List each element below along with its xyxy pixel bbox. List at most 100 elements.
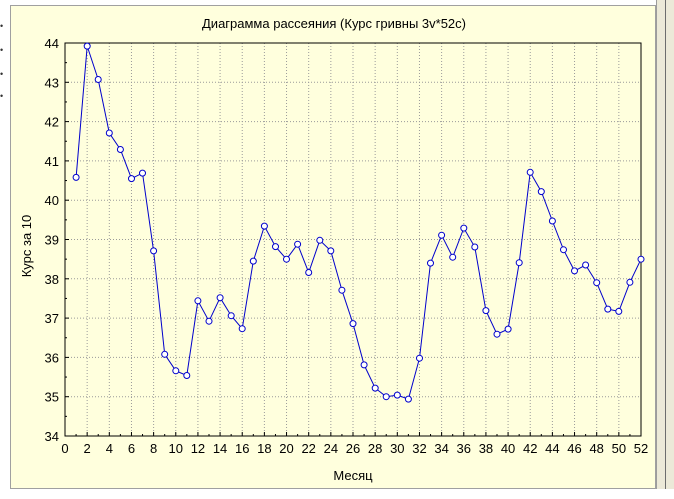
x-tick-label: 52 (634, 441, 648, 456)
data-point (526, 168, 534, 176)
x-tick-label: 22 (301, 441, 315, 456)
data-point (161, 350, 169, 358)
data-point (515, 259, 523, 267)
y-tick-label: 36 (45, 350, 59, 365)
data-point (637, 255, 645, 263)
data-point (294, 240, 302, 248)
x-tick-label: 36 (457, 441, 471, 456)
x-tick-label: 50 (612, 441, 626, 456)
data-point (593, 279, 601, 287)
data-point (604, 305, 612, 313)
edge-glyph: • (0, 45, 4, 55)
data-point (382, 393, 390, 401)
data-point (260, 222, 268, 230)
data-point (327, 247, 335, 255)
data-point (615, 307, 623, 315)
data-point (116, 146, 124, 153)
data-point (349, 320, 357, 328)
x-tick-label: 0 (61, 441, 68, 456)
y-tick-label: 35 (45, 390, 59, 405)
data-point (427, 259, 434, 267)
chart-title: Диаграмма рассеяния (Курс гривны 3v*52c) (202, 16, 466, 31)
data-point (205, 317, 213, 325)
y-tick-label: 42 (45, 115, 59, 130)
data-point (482, 307, 490, 315)
graph-panel[interactable]: 0 2 4 6 8 10 12 14 16 18 20 22 24 26 28 30 32 34 36 38 40 42 4… (10, 5, 656, 489)
x-axis-ticks: 0 2 4 6 8 10 12 14 16 18 20 22 24 26 28 30 32 34 36 38 40 42 4… (61, 432, 648, 456)
y-axis-ticks: 34 35 36 37 38 39 40 41 42 43 44 (45, 36, 69, 444)
x-tick-label: 6 (128, 441, 135, 456)
data-point (471, 243, 479, 251)
x-tick-label: 32 (412, 441, 426, 456)
y-tick-label: 38 (45, 272, 59, 287)
data-point (216, 294, 224, 302)
data-point (194, 297, 202, 305)
data-point (72, 173, 80, 181)
data-point (504, 325, 512, 333)
data-point (183, 372, 191, 379)
data-point (416, 354, 423, 362)
data-point (316, 236, 324, 244)
x-tick-label: 12 (191, 441, 205, 456)
y-tick-label: 40 (45, 193, 59, 208)
data-point (404, 395, 412, 403)
grid-lines (65, 43, 641, 436)
data-point (360, 361, 368, 369)
data-point (460, 224, 468, 232)
x-tick-label: 4 (106, 441, 113, 456)
data-point (139, 169, 146, 177)
data-point (172, 367, 180, 375)
data-point (582, 261, 590, 269)
data-point (449, 253, 457, 261)
data-point (548, 217, 556, 225)
x-tick-label: 38 (479, 441, 493, 456)
y-tick-label: 44 (45, 36, 59, 51)
data-point (560, 246, 567, 254)
window-scrollbar-edge[interactable] (656, 0, 674, 499)
left-window-edge: • • • • (0, 0, 10, 499)
data-point (105, 129, 113, 137)
data-point (94, 76, 102, 83)
window-edge-line (665, 0, 666, 499)
data-point (227, 312, 235, 320)
y-tick-label: 34 (45, 429, 59, 444)
data-point (371, 384, 379, 392)
scatter-chart: 0 2 4 6 8 10 12 14 16 18 20 22 24 26 28 30 32 34 36 38 40 42 4… (19, 16, 648, 483)
x-tick-label: 10 (169, 441, 183, 456)
x-tick-label: 48 (589, 441, 603, 456)
edge-glyph: • (0, 69, 4, 79)
edge-glyph: • (0, 91, 4, 101)
x-tick-label: 40 (501, 441, 515, 456)
data-point (438, 231, 446, 239)
x-tick-label: 46 (567, 441, 581, 456)
series-line (75, 45, 642, 400)
x-axis-label: Месяц (333, 468, 373, 483)
data-point (626, 278, 634, 286)
series-markers (72, 42, 645, 403)
x-tick-label: 16 (235, 441, 249, 456)
bottom-window-edge (0, 489, 674, 499)
x-tick-label: 34 (434, 441, 448, 456)
x-tick-label: 30 (390, 441, 404, 456)
x-tick-label: 24 (324, 441, 338, 456)
data-point (150, 247, 158, 255)
data-point (571, 267, 578, 275)
data-point (393, 391, 401, 399)
x-tick-label: 44 (545, 441, 559, 456)
x-tick-label: 42 (523, 441, 537, 456)
data-point (338, 286, 346, 294)
data-point (238, 325, 246, 333)
data-point (249, 257, 257, 265)
y-axis-label: Курс за 10 (19, 215, 34, 278)
data-point (283, 255, 290, 263)
x-tick-label: 14 (213, 441, 227, 456)
data-point (128, 175, 135, 183)
y-tick-label: 43 (45, 75, 59, 90)
x-tick-label: 18 (257, 441, 271, 456)
edge-glyph: • (0, 21, 4, 31)
y-tick-label: 37 (45, 311, 59, 326)
x-tick-label: 20 (279, 441, 293, 456)
data-point (305, 269, 313, 276)
x-tick-label: 2 (84, 441, 91, 456)
